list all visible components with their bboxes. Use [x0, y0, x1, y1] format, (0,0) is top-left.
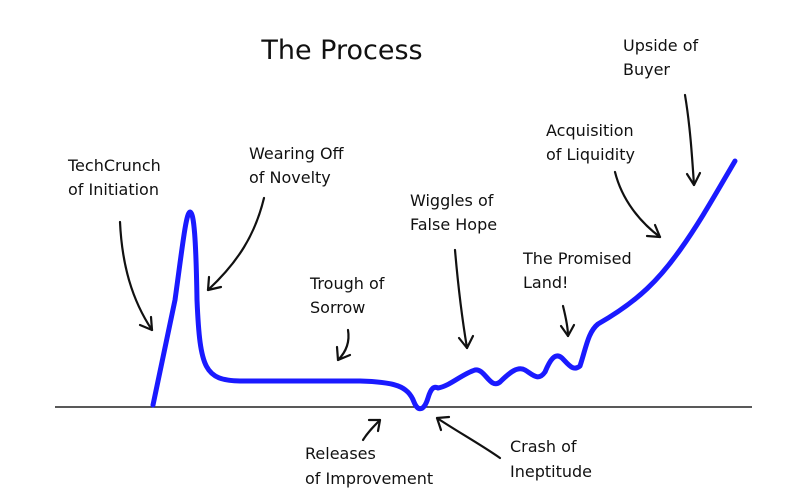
svg-text:of Liquidity: of Liquidity — [546, 145, 635, 164]
arrow-promised-land — [559, 304, 576, 338]
arrow-upside — [683, 93, 702, 187]
svg-text:TechCrunch: TechCrunch — [67, 156, 161, 175]
label-releases: Releases of Improvement — [305, 444, 433, 488]
arrow-wearing-off — [206, 196, 266, 292]
svg-text:Buyer: Buyer — [623, 60, 670, 79]
svg-text:Trough of: Trough of — [309, 274, 385, 293]
arrow-releases — [361, 418, 382, 442]
svg-text:Upside of: Upside of — [623, 36, 699, 55]
label-techcrunch: TechCrunch of Initiation — [67, 156, 161, 199]
svg-text:Wearing Off: Wearing Off — [249, 144, 345, 163]
label-acquisition: Acquisition of Liquidity — [546, 121, 635, 164]
arrow-techcrunch — [118, 220, 154, 332]
label-trough: Trough of Sorrow — [309, 274, 385, 317]
arrow-acquisition — [613, 170, 662, 239]
arrow-crash — [435, 415, 502, 460]
svg-text:of Initiation: of Initiation — [68, 180, 159, 199]
svg-text:Releases: Releases — [305, 444, 376, 463]
svg-text:Ineptitude: Ineptitude — [510, 462, 592, 481]
arrow-wiggles — [453, 248, 475, 350]
label-upside: Upside of Buyer — [623, 36, 699, 79]
arrow-trough — [335, 328, 352, 362]
label-wiggles: Wiggles of False Hope — [410, 191, 497, 234]
label-wearing-off: Wearing Off of Novelty — [249, 144, 345, 187]
svg-text:of Novelty: of Novelty — [249, 168, 331, 187]
svg-text:Crash of: Crash of — [510, 437, 577, 456]
label-promised-land: The Promised Land! — [522, 249, 632, 292]
process-curve — [150, 158, 738, 412]
svg-text:of Improvement: of Improvement — [305, 469, 433, 488]
svg-text:Wiggles of: Wiggles of — [410, 191, 494, 210]
svg-text:Acquisition: Acquisition — [546, 121, 634, 140]
svg-text:Sorrow: Sorrow — [310, 298, 365, 317]
diagram-title: The Process — [260, 35, 422, 66]
label-crash: Crash of Ineptitude — [510, 437, 592, 481]
svg-text:The Promised: The Promised — [522, 249, 632, 268]
svg-text:False Hope: False Hope — [410, 215, 497, 234]
svg-text:Land!: Land! — [523, 273, 568, 292]
